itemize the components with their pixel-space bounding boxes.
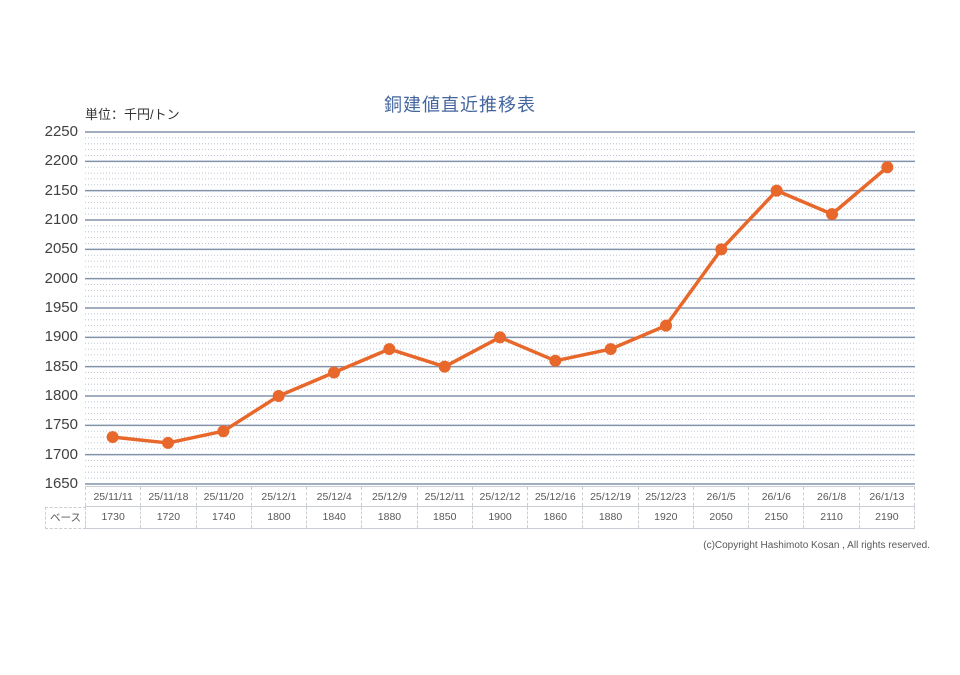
data-point: [328, 366, 340, 379]
x-axis-date-cell: 25/12/4: [306, 487, 361, 506]
chart-title: 銅建値直近推移表: [384, 95, 536, 115]
series-value-cell: 2110: [803, 507, 858, 528]
y-axis-tick-label: 2000: [44, 269, 78, 287]
data-point: [106, 431, 119, 444]
y-axis-tick-label: 1750: [44, 416, 78, 434]
series-value-cell: 1920: [637, 507, 693, 528]
data-point: [660, 319, 672, 332]
x-axis-date-cell: 25/11/20: [195, 487, 251, 506]
plot-area: [85, 131, 915, 485]
series-value-cell: 1840: [306, 507, 361, 528]
series-value-cell: 1850: [416, 507, 472, 528]
data-point: [217, 425, 230, 438]
data-point: [272, 390, 285, 402]
data-point: [881, 161, 894, 174]
data-point: [383, 343, 396, 356]
x-axis-date-cell: 26/1/8: [803, 487, 858, 506]
data-point: [715, 243, 728, 256]
data-point: [826, 208, 838, 221]
y-axis-tick-label: 1900: [44, 328, 78, 346]
y-axis-tick-label: 1850: [44, 357, 78, 375]
data-point: [770, 184, 783, 197]
data-point: [162, 436, 174, 449]
y-axis: 1650 1700 1750 1800 1850 1900 1950 2000 2050 2100…: [36, 0, 78, 675]
y-axis-tick-label: 2100: [44, 211, 78, 228]
series-value-cell: 1730: [85, 507, 140, 528]
x-axis-date-cell: 25/12/9: [361, 487, 416, 506]
data-point: [604, 343, 617, 356]
x-axis-date-row: 25/11/11 25/11/18 25/11/20 25/12/1 25/12/4 25…: [85, 486, 915, 507]
series-value-cell: 1860: [527, 507, 582, 528]
series-value-cell: 2150: [748, 507, 803, 528]
data-point: [549, 354, 562, 367]
series-value-cell: 1900: [471, 507, 527, 528]
y-axis-tick-label: 1650: [44, 475, 78, 492]
x-axis-date-cell: 25/12/16: [527, 487, 582, 506]
x-axis-date-cell: 25/11/18: [140, 487, 195, 506]
x-axis-date-cell: 25/12/19: [582, 487, 637, 506]
x-axis-date-cell: 26/1/13: [858, 487, 915, 506]
y-axis-tick-label: 1700: [44, 445, 78, 463]
y-axis-tick-label: 2050: [44, 240, 78, 258]
data-point: [438, 360, 451, 373]
x-axis-date-cell: 25/12/12: [471, 487, 527, 506]
x-axis-date-cell: 25/12/23: [637, 487, 693, 506]
series-value-cell: 1720: [140, 507, 195, 528]
x-axis-date-cell: 26/1/5: [692, 487, 748, 506]
series-value-cell: 1880: [361, 507, 416, 528]
x-axis-date-cell: 25/11/11: [85, 487, 140, 506]
series-value-row: 1730 1720 1740 1800 1840 1880 1850 1900 1860 1880…: [85, 507, 915, 529]
y-axis-tick-label: 2150: [44, 181, 78, 199]
x-axis-date-cell: 25/12/1: [250, 487, 306, 506]
y-axis-tick-label: 2250: [44, 123, 78, 140]
unit-label: 単位：千円/トン: [85, 107, 180, 122]
series-value-cell: 1880: [582, 507, 637, 528]
y-axis-tick-label: 2200: [44, 152, 78, 170]
copyright-notice: (c)Copyright Hashimoto Kosan , All right…: [703, 540, 930, 551]
series-value-cell: 2050: [692, 507, 748, 528]
series-name-cell: ベース: [45, 507, 86, 529]
series-value-cell: 2190: [858, 507, 915, 528]
y-axis-tick-label: 1800: [44, 387, 78, 404]
x-axis-date-cell: 25/12/11: [416, 487, 472, 506]
data-point: [494, 331, 506, 344]
x-axis-date-cell: 26/1/6: [748, 487, 803, 506]
y-axis-tick-label: 1950: [44, 299, 78, 316]
series-value-cell: 1740: [195, 507, 251, 528]
series-value-cell: 1800: [250, 507, 306, 528]
